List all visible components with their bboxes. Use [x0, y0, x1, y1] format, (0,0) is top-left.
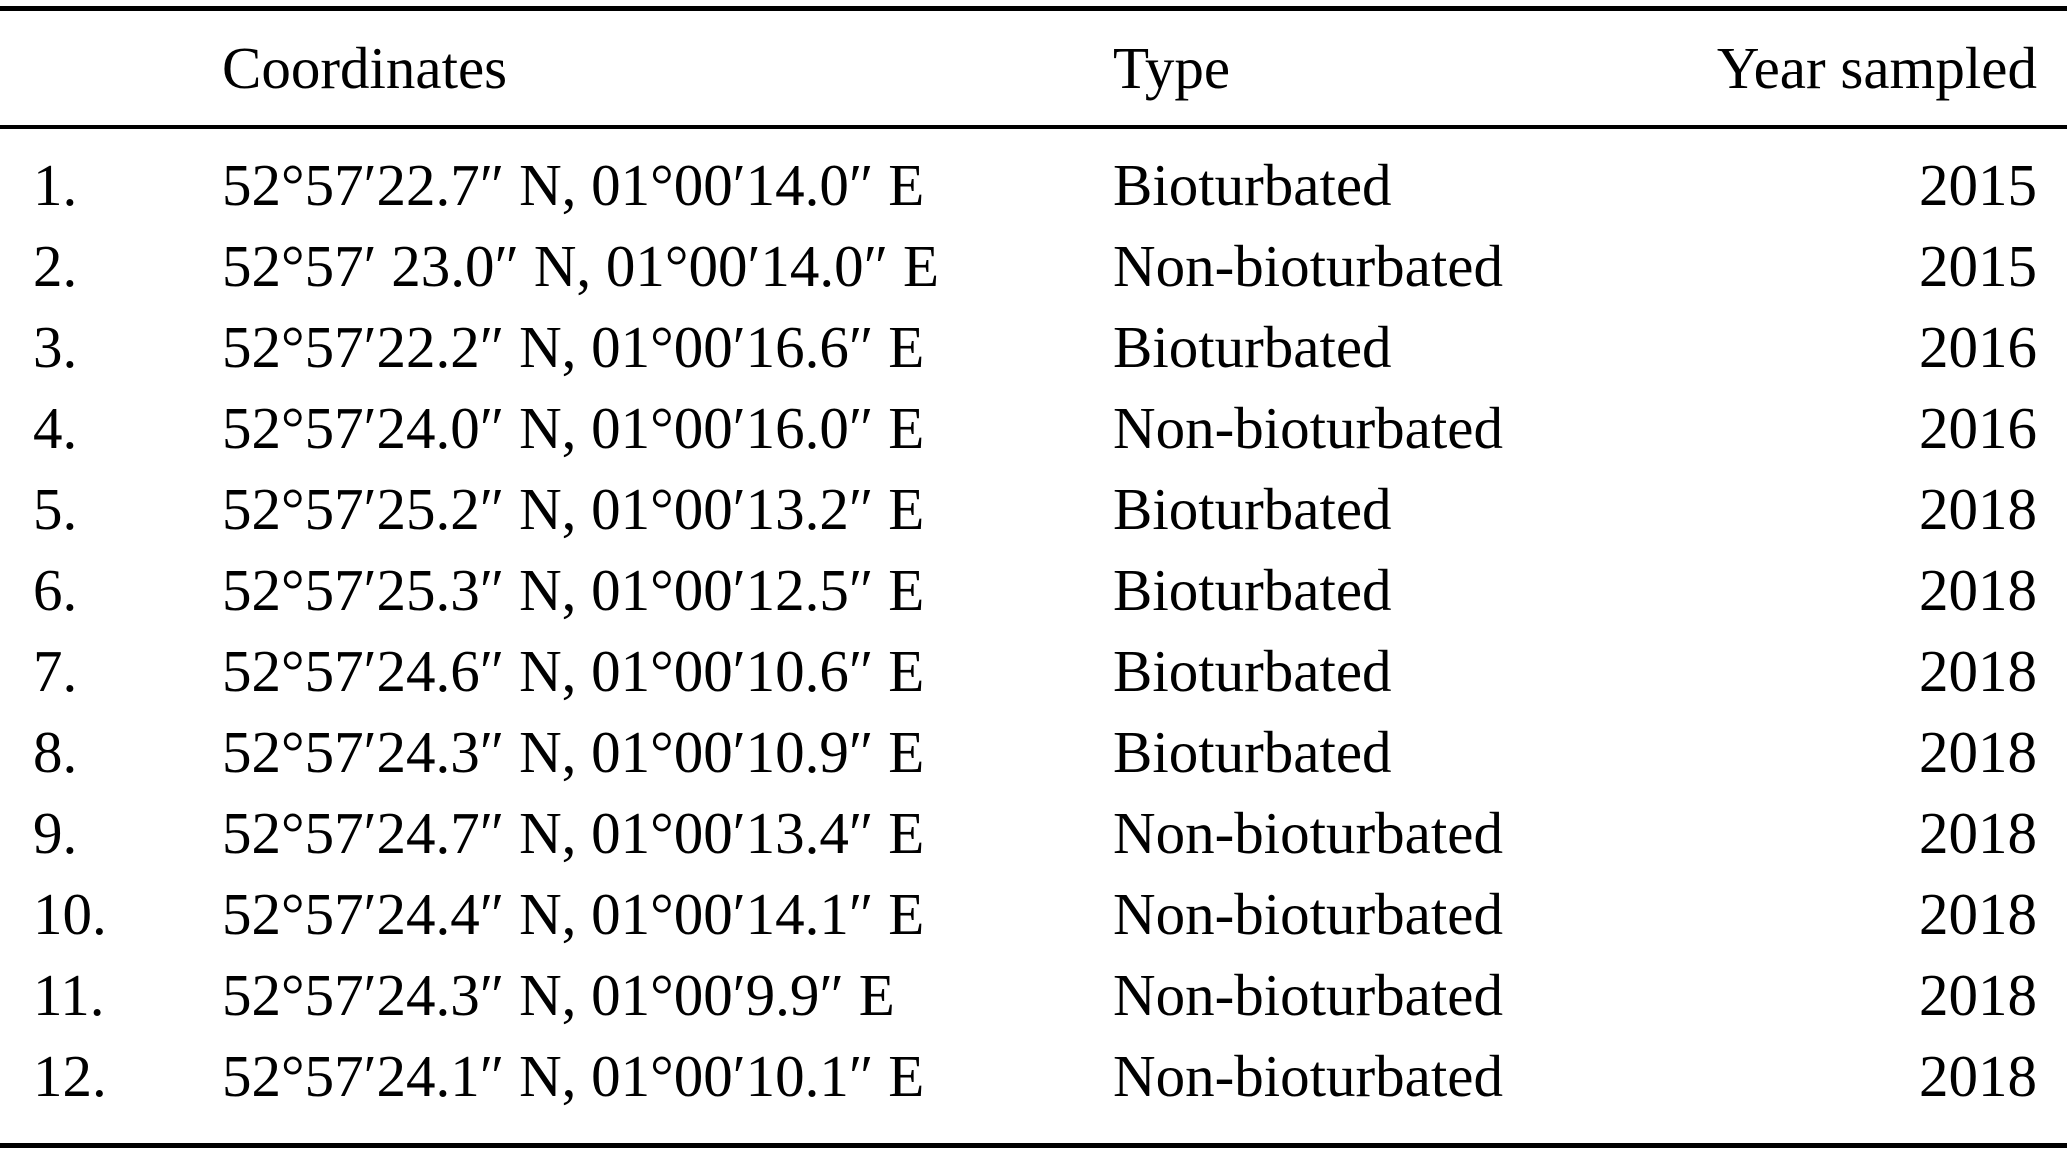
- coordinates-cell: 52°57′22.2″ N, 01°00′16.6″ E: [222, 314, 925, 380]
- header-coordinates: Coordinates: [222, 34, 508, 101]
- row-index-cell: 4.: [33, 395, 78, 461]
- coordinates-cell: 52°57′24.7″ N, 01°00′13.4″ E: [222, 800, 925, 866]
- row-index-cell: 3.: [33, 314, 78, 380]
- coordinates-cell: 52°57′25.3″ N, 01°00′12.5″ E: [222, 557, 925, 623]
- coordinates-cell: 52°57′24.4″ N, 01°00′14.1″ E: [222, 881, 925, 947]
- type-cell: Non-bioturbated: [1113, 800, 1503, 866]
- row-index-cell: 1.: [33, 152, 78, 218]
- type-cell: Bioturbated: [1113, 152, 1392, 218]
- table-row: 8. 52°57′24.3″ N, 01°00′10.9″ E Bioturbate…: [0, 712, 2067, 793]
- table-bottom-rule: [0, 1143, 2067, 1148]
- table-row: 3. 52°57′22.2″ N, 01°00′16.6″ E Bioturbate…: [0, 307, 2067, 388]
- row-index-cell: 11.: [33, 962, 105, 1028]
- year-cell: 2018: [1919, 476, 2037, 542]
- table-row: 10. 52°57′24.4″ N, 01°00′14.1″ E Non-biotu…: [0, 874, 2067, 955]
- table-row: 7. 52°57′24.6″ N, 01°00′10.6″ E Bioturbate…: [0, 631, 2067, 712]
- year-cell: 2015: [1919, 233, 2037, 299]
- coordinates-cell: 52°57′24.3″ N, 01°00′10.9″ E: [222, 719, 925, 785]
- table-row: 11. 52°57′24.3″ N, 01°00′9.9″ E Non-biotur…: [0, 955, 2067, 1036]
- row-index-cell: 10.: [33, 881, 107, 947]
- table-row: 1. 52°57′22.7″ N, 01°00′14.0″ E Bioturbate…: [0, 145, 2067, 226]
- year-cell: 2018: [1919, 638, 2037, 704]
- coordinates-cell: 52°57′22.7″ N, 01°00′14.0″ E: [222, 152, 925, 218]
- row-index-cell: 12.: [33, 1043, 107, 1109]
- table-top-rule: [0, 6, 2067, 11]
- year-cell: 2018: [1919, 1043, 2037, 1109]
- type-cell: Non-bioturbated: [1113, 1043, 1503, 1109]
- coordinates-cell: 52°57′24.3″ N, 01°00′9.9″ E: [222, 962, 895, 1028]
- year-cell: 2016: [1919, 395, 2037, 461]
- table-body: 1. 52°57′22.7″ N, 01°00′14.0″ E Bioturbate…: [0, 129, 2067, 1143]
- year-cell: 2018: [1919, 800, 2037, 866]
- row-index-cell: 5.: [33, 476, 78, 542]
- header-type: Type: [1113, 34, 1231, 101]
- coordinates-cell: 52°57′25.2″ N, 01°00′13.2″ E: [222, 476, 925, 542]
- year-cell: 2018: [1919, 881, 2037, 947]
- type-cell: Bioturbated: [1113, 476, 1392, 542]
- header-year-sampled: Year sampled: [1716, 34, 2037, 101]
- type-cell: Bioturbated: [1113, 638, 1392, 704]
- coordinates-cell: 52°57′24.6″ N, 01°00′10.6″ E: [222, 638, 925, 704]
- row-index-cell: 9.: [33, 800, 78, 866]
- coordinates-cell: 52°57′24.0″ N, 01°00′16.0″ E: [222, 395, 925, 461]
- table-row: 12. 52°57′24.1″ N, 01°00′10.1″ E Non-biotu…: [0, 1036, 2067, 1117]
- year-cell: 2018: [1919, 719, 2037, 785]
- type-cell: Non-bioturbated: [1113, 395, 1503, 461]
- year-cell: 2018: [1919, 557, 2037, 623]
- table-row: 5. 52°57′25.2″ N, 01°00′13.2″ E Bioturbate…: [0, 469, 2067, 550]
- type-cell: Non-bioturbated: [1113, 962, 1503, 1028]
- table-header-rule: [0, 125, 2067, 129]
- type-cell: Bioturbated: [1113, 314, 1392, 380]
- table-header-row: Coordinates Type Year sampled: [0, 11, 2067, 125]
- year-cell: 2018: [1919, 962, 2037, 1028]
- table-row: 2. 52°57′ 23.0″ N, 01°00′14.0″ E Non-biotu…: [0, 226, 2067, 307]
- row-index-cell: 7.: [33, 638, 78, 704]
- year-cell: 2016: [1919, 314, 2037, 380]
- table-row: 4. 52°57′24.0″ N, 01°00′16.0″ E Non-biotur…: [0, 388, 2067, 469]
- coordinates-cell: 52°57′24.1″ N, 01°00′10.1″ E: [222, 1043, 925, 1109]
- type-cell: Bioturbated: [1113, 557, 1392, 623]
- row-index-cell: 6.: [33, 557, 78, 623]
- coordinates-cell: 52°57′ 23.0″ N, 01°00′14.0″ E: [222, 233, 940, 299]
- year-cell: 2015: [1919, 152, 2037, 218]
- type-cell: Bioturbated: [1113, 719, 1392, 785]
- table-row: 9. 52°57′24.7″ N, 01°00′13.4″ E Non-biotur…: [0, 793, 2067, 874]
- row-index-cell: 2.: [33, 233, 78, 299]
- row-index-cell: 8.: [33, 719, 78, 785]
- type-cell: Non-bioturbated: [1113, 881, 1503, 947]
- table-row: 6. 52°57′25.3″ N, 01°00′12.5″ E Bioturbate…: [0, 550, 2067, 631]
- type-cell: Non-bioturbated: [1113, 233, 1503, 299]
